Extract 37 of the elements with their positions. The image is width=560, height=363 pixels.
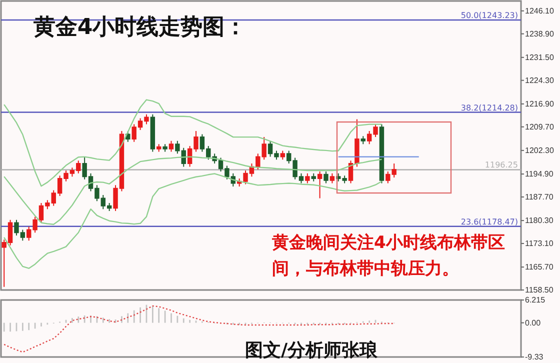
ref-line-label: 38.2(1214.28) xyxy=(460,103,518,112)
candlestick xyxy=(150,114,156,152)
candlestick xyxy=(330,172,335,184)
line-series xyxy=(3,99,382,187)
candlestick xyxy=(317,170,322,199)
y-tick-label: 0.00 xyxy=(525,318,542,328)
y-tick-label: 1202.30 xyxy=(525,146,554,155)
y-tick-label: 1165.70 xyxy=(525,262,554,272)
y-tick-label: 1238.90 xyxy=(525,29,554,38)
y-tick-label: 1216.90 xyxy=(525,99,554,108)
line-series xyxy=(3,156,382,225)
y-tick-label: 6.215 xyxy=(525,296,546,304)
y-tick-label: 1173.10 xyxy=(525,238,554,248)
text: 黄金4小时线走势图： xyxy=(32,15,247,40)
ref-line-label: 50.0(1243.23) xyxy=(460,11,518,20)
candlestick xyxy=(311,172,316,182)
y-tick-label: 1187.70 xyxy=(525,192,554,202)
y-tick-label: 1180.30 xyxy=(525,216,554,226)
candlestick xyxy=(360,136,366,145)
y-tick-label: 1209.70 xyxy=(525,122,554,132)
y-tick-label: 1158.50 xyxy=(525,286,554,294)
ref-line-label: 23.6(1178.47) xyxy=(460,217,518,226)
y-tick-label: -9.33 xyxy=(525,352,544,362)
ref-line-label: 1196.25 xyxy=(484,160,518,170)
candlestick xyxy=(156,144,162,152)
y-tick-label: 1246.10 xyxy=(525,6,554,16)
annotation: 黄金晚间关注4小时线布林带区间，与布林带中轨压力。 xyxy=(271,233,505,279)
annotation: 图文/分析师张琅 xyxy=(245,340,379,361)
y-tick-label: 1224.30 xyxy=(525,76,554,85)
candlestick xyxy=(324,170,328,184)
candlestick xyxy=(305,172,310,184)
candlestick xyxy=(379,124,384,184)
y-tick-label: 1231.50 xyxy=(525,52,554,62)
candlestick xyxy=(162,144,168,152)
candlestick xyxy=(168,140,174,152)
candlestick xyxy=(280,150,286,160)
y-tick-label: 1194.90 xyxy=(525,170,554,179)
